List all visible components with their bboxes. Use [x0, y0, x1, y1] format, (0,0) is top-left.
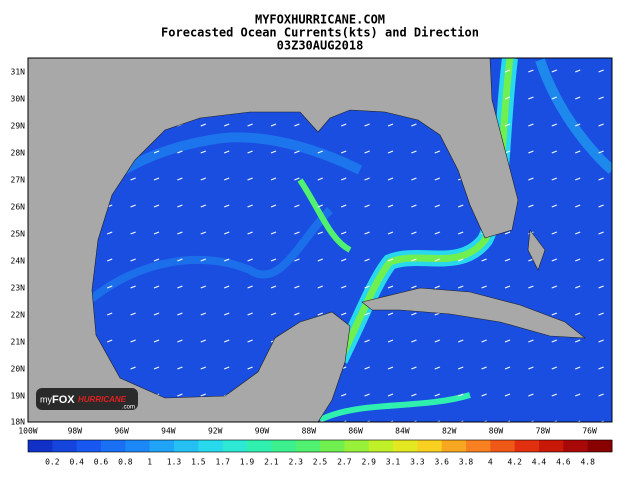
colorbar-label: 2.7 [337, 458, 352, 467]
latitude-label: 21N [11, 338, 26, 347]
forecast-time: 03Z30AUG2018 [277, 39, 364, 53]
colorbar-swatch [52, 440, 78, 452]
logo-suffix: .com [122, 405, 135, 411]
logo-name: HURRICANE [78, 395, 127, 404]
latitude-label: 27N [11, 176, 26, 185]
colorbar-swatch [149, 440, 175, 452]
colorbar-label: 0.8 [118, 458, 133, 467]
colorbar-label: 1.9 [240, 458, 255, 467]
map-title: Forecasted Ocean Currents(kts) and Direc… [161, 26, 479, 40]
latitude-label: 19N [11, 392, 26, 401]
colorbar-swatch [368, 440, 394, 452]
map [28, 58, 612, 422]
latitude-label: 22N [11, 311, 26, 320]
colorbar-swatch [539, 440, 564, 452]
longitude-label: 96W [114, 427, 129, 436]
colorbar-label: 4.8 [580, 458, 595, 467]
latitude-label: 20N [11, 365, 26, 374]
colorbar-swatch [466, 440, 491, 452]
longitude-label: 84W [395, 427, 410, 436]
longitude-label: 80W [489, 427, 504, 436]
colorbar-label: 3.8 [459, 458, 474, 467]
cuba [361, 287, 586, 339]
island [527, 229, 546, 271]
colorbar-label: 2.5 [313, 458, 328, 467]
colorbar-swatch [271, 440, 297, 452]
colorbar-swatch [247, 440, 272, 452]
latitude-label: 25N [11, 230, 26, 239]
latitude-label: 18N [11, 418, 26, 427]
colorbar-label: 1.7 [215, 458, 230, 467]
colorbar-label: 0.2 [45, 458, 60, 467]
colorbar-swatch [174, 440, 199, 452]
colorbar-swatch [344, 440, 370, 452]
latitude-label: 23N [11, 284, 26, 293]
colorbar-label: 1.3 [167, 458, 182, 467]
colorbar-label: 0.6 [94, 458, 109, 467]
colorbar-swatch [198, 440, 224, 452]
logo-box [36, 388, 138, 410]
colorbar-swatch [490, 440, 516, 452]
colorbar-label: 2.9 [361, 458, 376, 467]
longitude-label: 90W [255, 427, 270, 436]
longitude-label: 86W [348, 427, 363, 436]
colorbar-swatch [28, 440, 53, 452]
colorbar-swatch [295, 440, 321, 452]
latitude-label: 28N [11, 149, 26, 158]
longitude-label: 88W [302, 427, 317, 436]
longitude-label: 98W [68, 427, 83, 436]
latitude-label: 24N [11, 257, 26, 266]
colorbar-label: 2.1 [264, 458, 279, 467]
colorbar-label: 3.3 [410, 458, 425, 467]
colorbar-label: 4.6 [556, 458, 571, 467]
colorbar-label: 0.4 [69, 458, 84, 467]
latitude-label: 30N [11, 95, 26, 104]
colorbar-label: 2.3 [288, 458, 303, 467]
colorbar-frame [27, 439, 613, 453]
colorbar-label: 4.2 [507, 458, 522, 467]
colorbar-swatch [514, 440, 540, 452]
site-title: MYFOXHURRICANE.COM [255, 13, 385, 27]
colorbar-swatch [222, 440, 248, 452]
latitude-label: 31N [11, 68, 26, 77]
longitude-label: 92W [208, 427, 223, 436]
logo-brand: FOX [52, 394, 75, 406]
colorbar-label: 4.4 [532, 458, 547, 467]
land [28, 58, 519, 422]
logo-prefix: my [40, 394, 52, 404]
longitude-label: 94W [161, 427, 176, 436]
colorbar-swatch [563, 440, 589, 452]
colorbar-swatch [587, 440, 613, 452]
colorbar-label: 4 [488, 458, 493, 467]
colorbar-label: 1.5 [191, 458, 206, 467]
colorbar-label: 3.1 [386, 458, 401, 467]
colorbar-swatch [393, 440, 418, 452]
colorbar-swatch [101, 440, 126, 452]
colorbar-swatch [76, 440, 102, 452]
map-frame [27, 57, 613, 423]
longitude-label: 78W [536, 427, 551, 436]
latitude-label: 29N [11, 122, 26, 131]
latitude-label: 26N [11, 203, 26, 212]
colorbar-swatch [125, 440, 151, 452]
longitude-label: 82W [442, 427, 457, 436]
colorbar-swatch [417, 440, 443, 452]
logo: my FOX HURRICANE .com [36, 388, 138, 411]
longitude-label: 100W [18, 427, 37, 436]
colorbar-label: 3.6 [434, 458, 449, 467]
longitude-label: 76W [582, 427, 597, 436]
colorbar-swatch [320, 440, 345, 452]
colorbar-label: 1 [147, 458, 152, 467]
colorbar-swatch [441, 440, 467, 452]
